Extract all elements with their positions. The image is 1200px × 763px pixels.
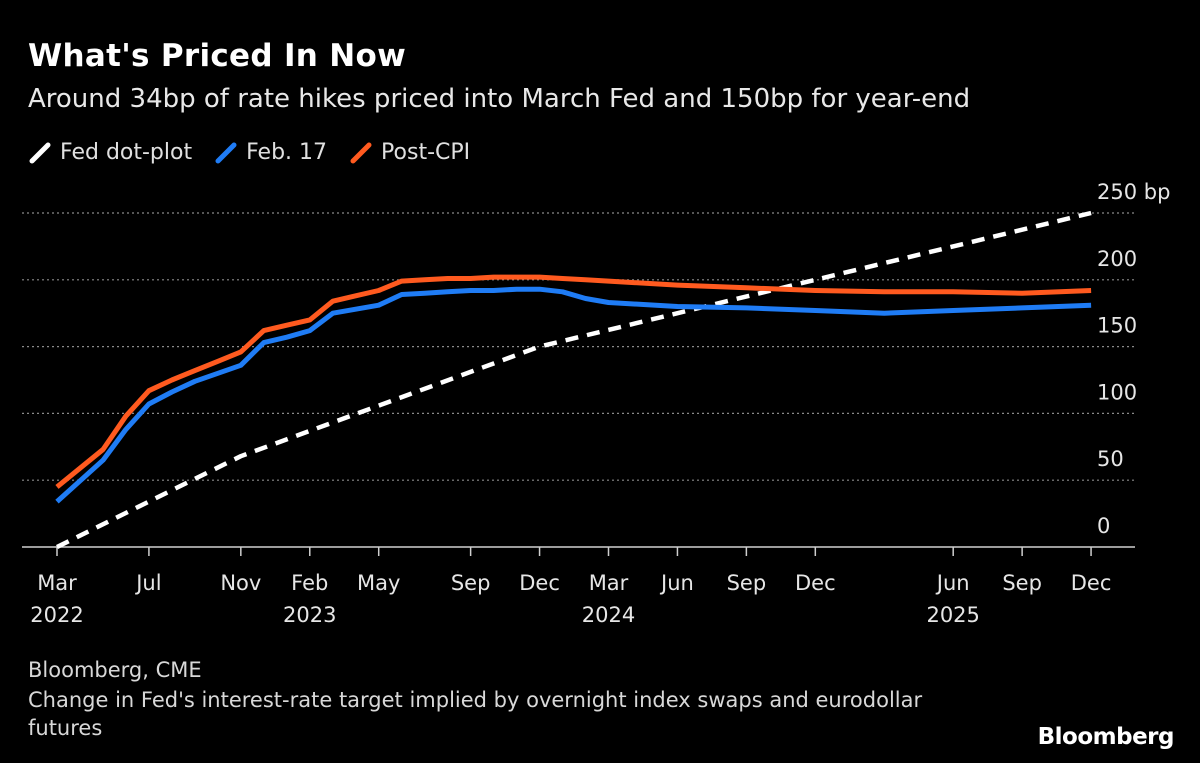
- x-tick-label: May: [357, 571, 400, 595]
- legend: Fed dot-plot Feb. 17 Post-CPI: [28, 140, 492, 165]
- legend-label-fed-dot-plot: Fed dot-plot: [60, 140, 193, 165]
- x-year-label: 2023: [283, 603, 336, 627]
- bloomberg-logo: Bloomberg: [1037, 724, 1175, 750]
- x-tick-label: Dec: [519, 571, 560, 595]
- y-tick-label: 50: [1097, 447, 1124, 471]
- y-tick-label: 250 bp: [1097, 180, 1170, 204]
- x-tick-label: Mar: [589, 571, 629, 595]
- legend-swatch-feb-17: [215, 142, 237, 163]
- chart-title: What's Priced In Now: [28, 38, 407, 74]
- x-year-label: 2025: [926, 603, 979, 627]
- x-tick-label: Jun: [935, 571, 970, 595]
- legend-label-post-cpi: Post-CPI: [381, 140, 471, 165]
- legend-swatch-fed-dot-plot: [29, 142, 51, 163]
- x-tick-label: Sep: [1002, 571, 1042, 595]
- x-tick-label: Mar: [37, 571, 77, 595]
- x-tick-label: Nov: [220, 571, 261, 595]
- y-tick-label: 0: [1097, 514, 1110, 538]
- legend-item-post-cpi: Post-CPI: [349, 140, 470, 165]
- series-line-feb-17: [55, 286, 1092, 504]
- x-tick-label: Sep: [727, 571, 767, 595]
- series-line-fed-dot-plot: [56, 210, 1092, 550]
- x-tick-label: Feb: [291, 571, 328, 595]
- legend-item-fed-dot-plot: Fed dot-plot: [28, 140, 192, 165]
- x-tick-label: Dec: [795, 571, 836, 595]
- x-tick-label: Jul: [134, 571, 161, 595]
- x-tick-label: Jun: [659, 571, 694, 595]
- x-year-label: 2022: [30, 603, 83, 627]
- x-tick-label: Sep: [451, 571, 491, 595]
- y-tick-label: 150: [1097, 314, 1137, 338]
- x-year-label: 2024: [582, 603, 635, 627]
- y-tick-label: 100: [1097, 380, 1137, 404]
- legend-swatch-post-cpi: [350, 142, 372, 163]
- series-line-post-cpi: [55, 274, 1092, 489]
- legend-label-feb-17: Feb. 17: [246, 140, 328, 165]
- source-text: Bloomberg, CME: [28, 658, 202, 682]
- x-tick-label: Dec: [1071, 571, 1112, 595]
- footnote-text: Change in Fed's interest-rate target imp…: [28, 688, 923, 740]
- y-tick-label: 200: [1097, 247, 1137, 271]
- legend-item-feb-17: Feb. 17: [214, 140, 327, 165]
- chart-subtitle: Around 34bp of rate hikes priced into Ma…: [28, 84, 971, 114]
